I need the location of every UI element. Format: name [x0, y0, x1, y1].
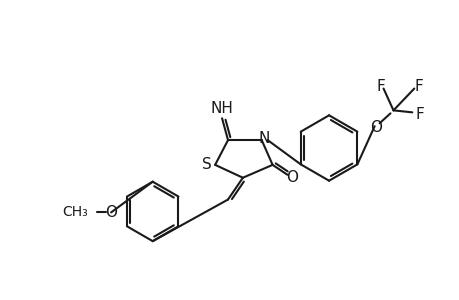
- Text: S: S: [202, 158, 212, 172]
- Text: F: F: [414, 79, 423, 94]
- Text: N: N: [258, 130, 270, 146]
- Text: O: O: [369, 120, 381, 135]
- Text: F: F: [375, 79, 384, 94]
- Text: O: O: [286, 170, 298, 185]
- Text: F: F: [415, 107, 424, 122]
- Text: CH₃: CH₃: [62, 206, 88, 219]
- Text: NH: NH: [210, 101, 233, 116]
- Text: O: O: [105, 205, 117, 220]
